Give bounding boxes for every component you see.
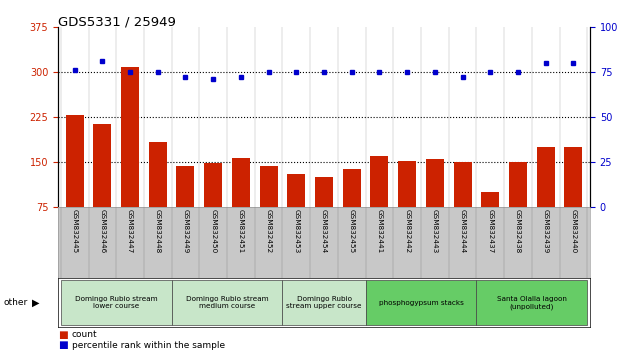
Text: GSM832442: GSM832442 [404, 209, 410, 253]
Text: other: other [3, 298, 27, 307]
Text: ■: ■ [58, 340, 68, 350]
Bar [365, 280, 476, 325]
Text: GSM832445: GSM832445 [72, 209, 78, 253]
Bar [536, 147, 555, 252]
Bar [426, 159, 444, 252]
Bar [564, 147, 582, 252]
Text: GSM832452: GSM832452 [266, 209, 271, 253]
Text: Domingo Rubio stream
lower course: Domingo Rubio stream lower course [75, 296, 158, 309]
Bar [232, 158, 250, 252]
Text: GSM832451: GSM832451 [238, 209, 244, 253]
Bar [476, 280, 587, 325]
Bar [61, 280, 172, 325]
Text: count: count [72, 330, 98, 339]
Text: ▶: ▶ [32, 298, 39, 308]
Bar [315, 177, 333, 252]
Bar [259, 166, 278, 252]
Text: percentile rank within the sample: percentile rank within the sample [72, 341, 225, 350]
Bar [398, 161, 416, 252]
Text: ■: ■ [58, 330, 68, 339]
Text: Domingo Rubio stream
medium course: Domingo Rubio stream medium course [186, 296, 268, 309]
Text: phosphogypsum stacks: phosphogypsum stacks [379, 300, 463, 306]
Text: Domingo Rubio
stream upper course: Domingo Rubio stream upper course [286, 296, 362, 309]
Bar [93, 124, 112, 252]
Bar [370, 156, 389, 252]
Bar [172, 280, 283, 325]
Bar [509, 162, 527, 252]
Bar [454, 162, 471, 252]
Text: GSM832444: GSM832444 [459, 209, 466, 253]
Text: GSM832447: GSM832447 [127, 209, 133, 253]
Text: Santa Olalla lagoon
(unpolluted): Santa Olalla lagoon (unpolluted) [497, 296, 567, 310]
Bar [149, 142, 167, 252]
Bar [121, 67, 139, 252]
Text: GSM832446: GSM832446 [99, 209, 105, 253]
Text: GDS5331 / 25949: GDS5331 / 25949 [58, 16, 176, 29]
Text: GSM832441: GSM832441 [377, 209, 382, 253]
Bar [66, 115, 84, 252]
Bar [177, 166, 194, 252]
Bar [481, 192, 499, 252]
Text: GSM832448: GSM832448 [155, 209, 161, 253]
Text: GSM832454: GSM832454 [321, 209, 327, 253]
Text: GSM832437: GSM832437 [487, 209, 493, 253]
Bar [287, 174, 305, 252]
Text: GSM832440: GSM832440 [570, 209, 576, 253]
Text: GSM832455: GSM832455 [349, 209, 355, 253]
Bar [204, 163, 222, 252]
Text: GSM832443: GSM832443 [432, 209, 438, 253]
Bar [343, 169, 361, 252]
Text: GSM832449: GSM832449 [182, 209, 189, 253]
Text: GSM832439: GSM832439 [543, 209, 549, 253]
Bar [283, 280, 365, 325]
Text: GSM832450: GSM832450 [210, 209, 216, 253]
Text: GSM832453: GSM832453 [293, 209, 299, 253]
Text: GSM832438: GSM832438 [515, 209, 521, 253]
